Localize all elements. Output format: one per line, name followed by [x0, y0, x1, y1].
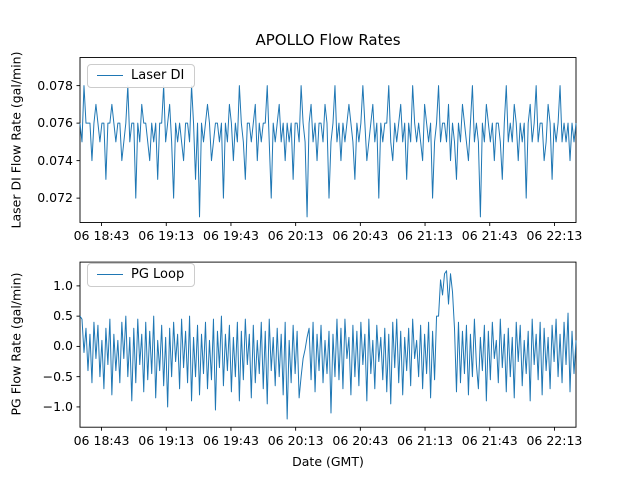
- legend-label: PG Loop: [131, 267, 185, 282]
- x-tick-label: 06 19:43: [203, 228, 259, 243]
- y-tick-label: 0.074: [37, 152, 73, 168]
- x-tick-label: 06 20:43: [332, 433, 389, 448]
- x-tick-label: 06 20:13: [267, 433, 324, 448]
- x-tick-label: 06 20:43: [332, 228, 389, 243]
- x-tick-label: 06 21:13: [397, 228, 453, 243]
- x-tick-label: 06 18:43: [73, 228, 130, 243]
- legend-pg-loop: PG Loop: [87, 263, 196, 287]
- y-tick-label: 0.078: [37, 77, 73, 93]
- x-tick-label: 06 21:43: [461, 228, 518, 243]
- legend-line-sample-icon: [97, 274, 123, 275]
- y-tick-label: −0.5: [42, 368, 73, 384]
- y-tick-label: 0.0: [53, 338, 73, 354]
- chart-title: APOLLO Flow Rates: [255, 31, 401, 49]
- y-tick-label: 0.5: [53, 308, 73, 324]
- y-tick-label: 0.072: [37, 190, 73, 206]
- laser-di-series-line: [79, 85, 577, 218]
- x-tick-label: 06 21:13: [397, 433, 453, 448]
- y-tick-label: 0.076: [37, 115, 73, 131]
- legend-laser-di: Laser DI: [87, 64, 196, 88]
- legend-line-sample-icon: [97, 75, 123, 76]
- x-tick-label: 06 19:13: [138, 433, 195, 448]
- x-tick-label: 06 19:13: [138, 228, 195, 243]
- x-axis-label: Date (GMT): [292, 454, 364, 469]
- x-tick-label: 06 22:13: [526, 228, 583, 243]
- x-tick-label: 06 18:43: [73, 433, 130, 448]
- pg-loop-series-line: [79, 270, 577, 420]
- x-tick-label: 06 20:13: [267, 228, 324, 243]
- y-tick-label: 1.0: [53, 277, 73, 293]
- x-tick-label: 06 22:13: [526, 433, 583, 448]
- x-tick-label: 06 19:43: [203, 433, 259, 448]
- legend-label: Laser DI: [131, 68, 185, 83]
- y-tick-label: −1.0: [42, 398, 73, 414]
- x-tick-label: 06 21:43: [461, 433, 518, 448]
